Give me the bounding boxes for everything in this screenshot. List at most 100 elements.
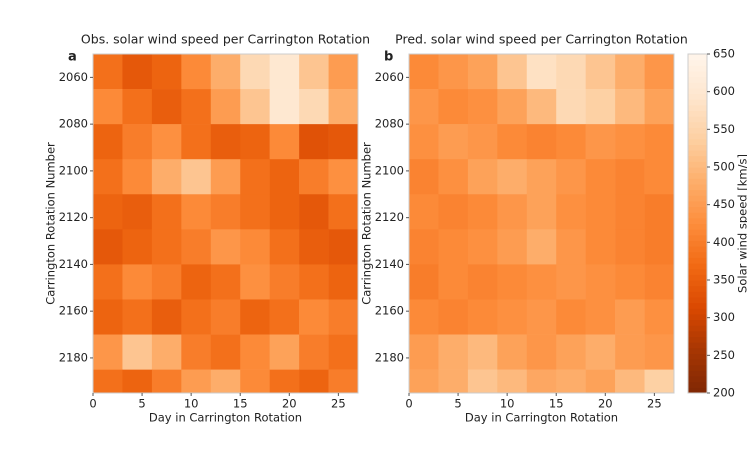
x-tick-label: 20 [598,397,613,411]
heat-cell [210,54,241,90]
heat-cell [240,229,270,265]
colorbar-segment [688,376,707,383]
heat-cell [585,194,616,230]
heat-cell [210,159,241,195]
chart-title: Obs. solar wind speed per Carrington Rot… [81,32,370,47]
heat-cell [438,194,469,230]
colorbar-segment [688,347,707,354]
colorbar-segment [688,313,707,321]
y-tick-label: 2160 [375,304,404,318]
y-tick-label: 2120 [375,210,404,224]
heat-cell [122,89,153,125]
heat-cell [585,159,616,195]
heat-cell [122,334,153,370]
heat-cell [181,159,212,195]
y-tick-label: 2100 [59,163,88,177]
heat-cell [181,54,212,90]
heat-cell [585,264,616,300]
colorbar-segment [688,121,707,128]
heat-cell [556,159,586,195]
heat-cell [438,334,469,370]
colorbar-segment [688,263,707,270]
colorbar-segment [688,189,707,196]
colorbar-segment [688,370,707,377]
heat-cell [467,264,498,300]
heat-cell [615,124,645,160]
heat-cell [467,124,498,160]
heat-cell [526,369,557,394]
heat-cell [585,334,616,370]
heat-cell [122,194,153,230]
heat-cell [585,369,616,394]
heat-cell [299,369,329,394]
heat-cell [409,89,439,125]
x-tick-label: 10 [500,397,515,411]
heat-cell [556,264,586,300]
heat-cell [497,334,528,370]
heat-cell [299,264,329,300]
colorbar-segment [688,353,707,360]
heat-cell [93,369,123,394]
x-tick-label: 20 [282,397,297,411]
colorbar-segment [688,167,707,174]
colorbar-segment [688,387,707,394]
colorbar-tick-label: 250 [713,348,735,362]
heat-cell [210,264,241,300]
colorbar-frame [687,53,708,394]
heat-cell [122,369,153,394]
heat-cell [151,194,182,230]
heat-cell [299,124,329,160]
heat-cell [269,89,300,125]
heat-cell [467,159,498,195]
heat-cell [240,299,270,335]
heat-cell [151,54,182,90]
colorbar-segment [688,364,707,371]
heat-cell [210,334,241,370]
heat-cell [269,54,300,90]
heat-cell [181,89,212,125]
heat-cell [409,369,439,394]
y-tick-label: 2160 [59,304,88,318]
heat-cell [240,194,270,230]
colorbar-tick-label: 550 [713,122,735,136]
heat-cell [615,54,645,90]
heat-cell [210,299,241,335]
heat-cell [181,229,212,265]
heat-cell [644,369,675,394]
heat-cell [328,299,359,335]
heat-cell [269,299,300,335]
heat-cell [122,124,153,160]
heat-cell [93,54,123,90]
colorbar-segment [688,229,707,236]
heat-cell [409,264,439,300]
colorbar-segment [688,206,707,213]
colorbar-segment [688,381,707,388]
colorbar-segment [688,70,707,78]
colorbar-segment [688,296,707,304]
heat-cell [299,299,329,335]
colorbar-segment [688,280,707,287]
heat-cell [409,54,439,90]
colorbar-tick-label: 400 [713,235,735,249]
heat-cell [615,159,645,195]
heat-cell [409,334,439,370]
y-tick-label: 2080 [59,117,88,131]
heat-cell [151,334,182,370]
colorbar-segment [688,246,707,253]
heat-cell [497,264,528,300]
colorbar-tick-label: 450 [713,197,735,211]
heat-cell [438,159,469,195]
heat-cell [328,194,359,230]
colorbar-segment [688,178,707,185]
heat-cell [328,124,359,160]
x-axis-label: Day in Carrington Rotation [465,411,618,425]
colorbar-segment [688,183,707,191]
heat-cell [93,299,123,335]
colorbar-segment [688,144,707,151]
heat-cell [526,194,557,230]
heat-cell [526,159,557,195]
heat-cell [93,159,123,195]
heat-cell [497,124,528,160]
y-tick-label: 2140 [375,257,404,271]
y-axis-label: Carrington Rotation Number [44,142,58,305]
